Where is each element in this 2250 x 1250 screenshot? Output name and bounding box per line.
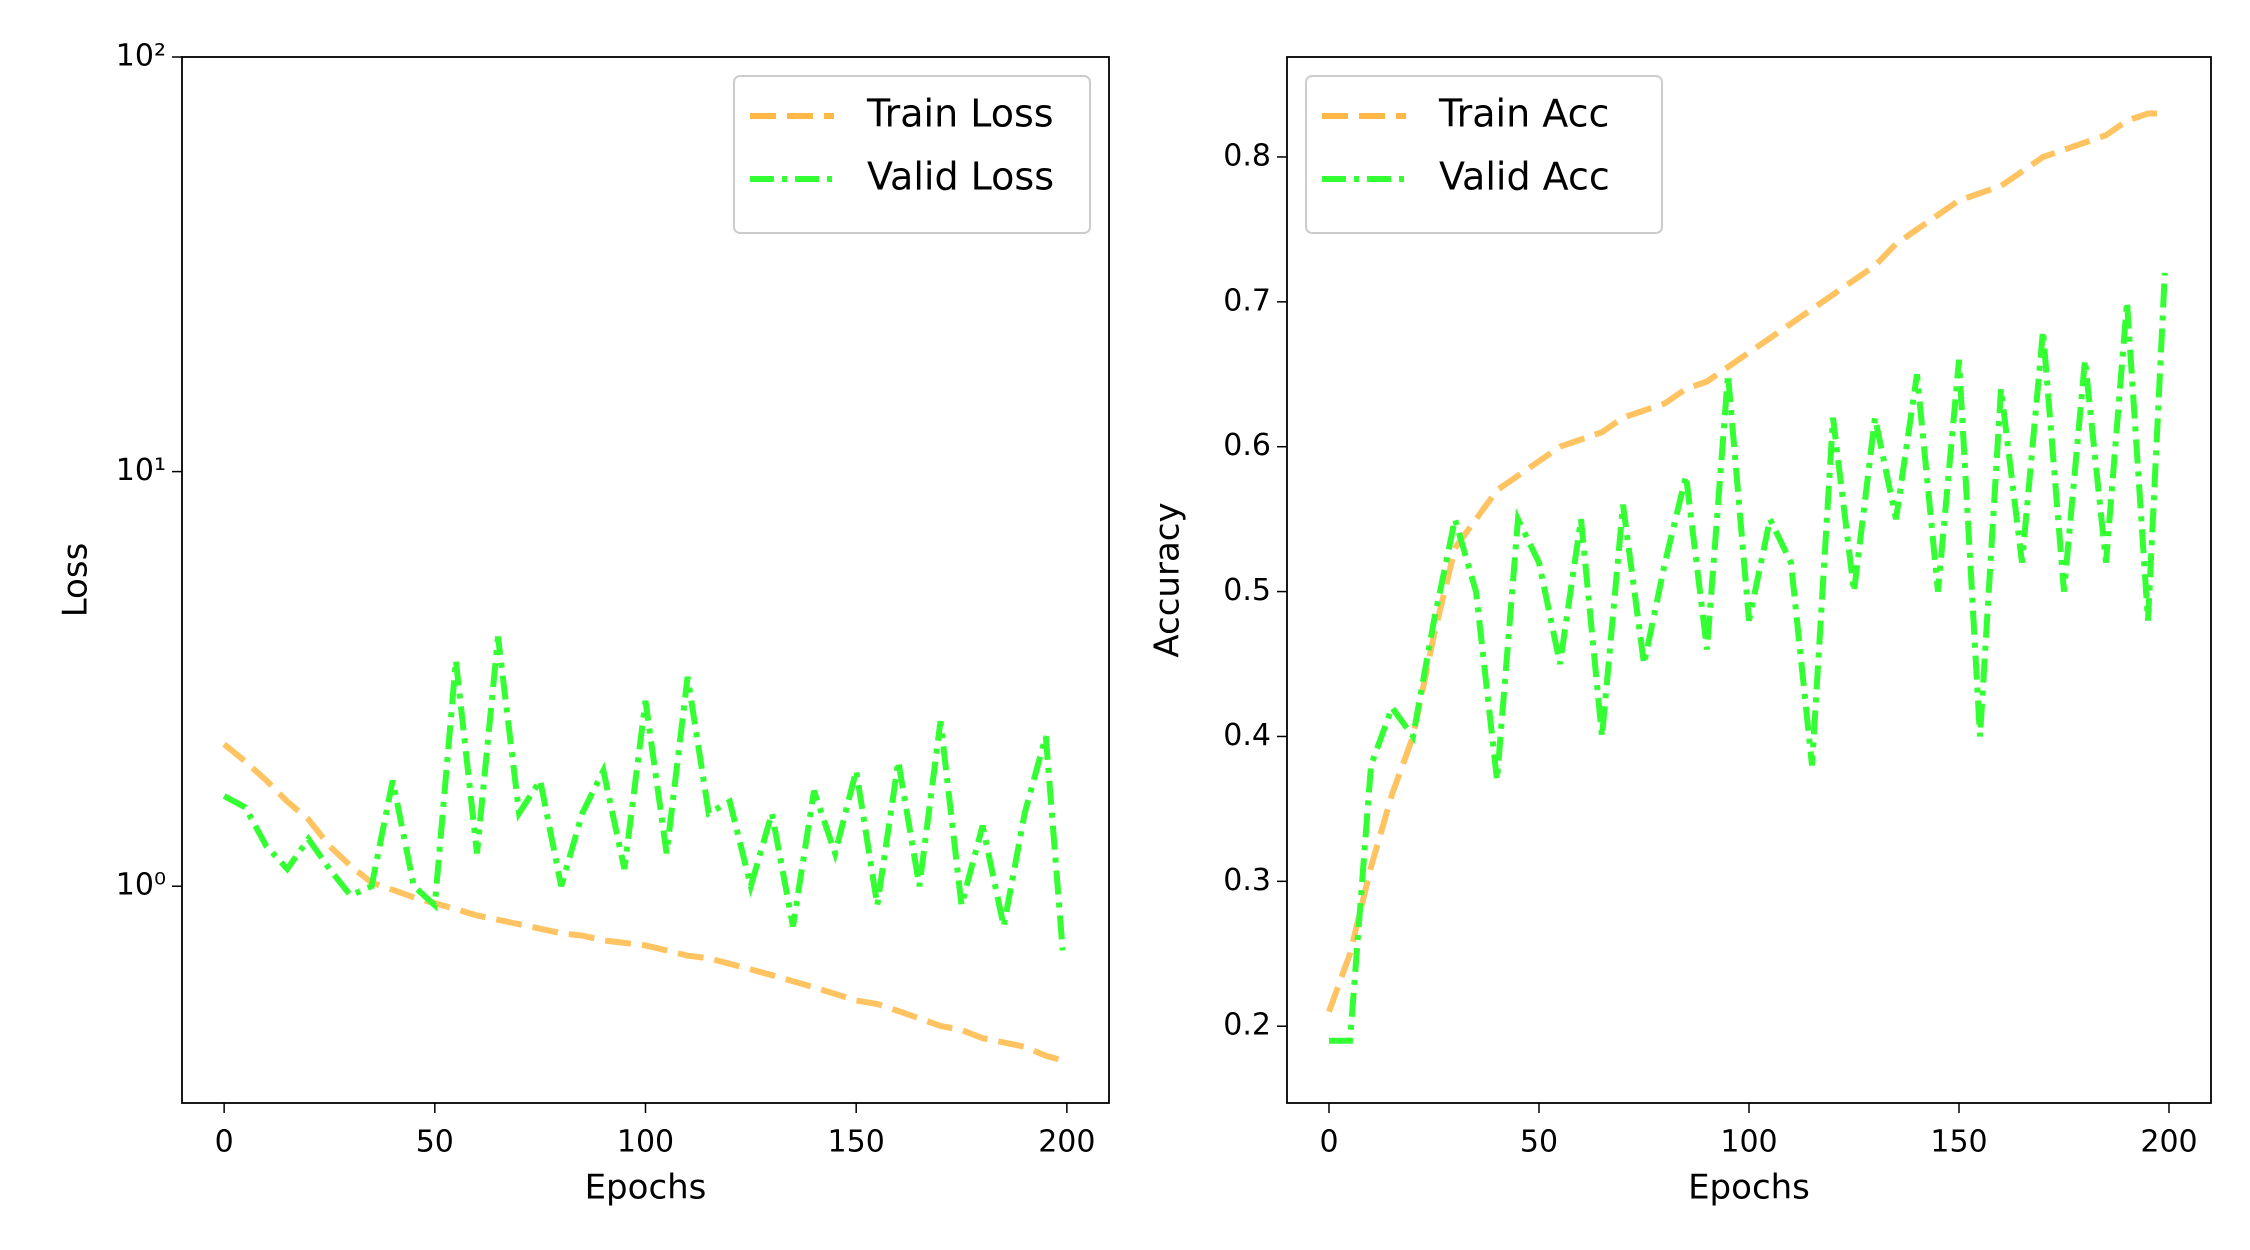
x-tick-label: 150 (1930, 1125, 1987, 1160)
legend-box (1305, 75, 1663, 234)
y-tick-label: 0.4 (1223, 718, 1271, 753)
x-tick-label: 150 (828, 1125, 885, 1160)
legend-label: Train Acc (1438, 92, 1609, 136)
y-tick-label: 0.8 (1223, 138, 1271, 173)
y-tick-label: 0.3 (1223, 863, 1271, 898)
plot-frame (1286, 56, 2212, 1104)
legend-box (733, 75, 1091, 234)
x-tick-label: 100 (1720, 1125, 1777, 1160)
y-tick-label: 10² (116, 39, 166, 74)
y-axis-label: Loss (56, 543, 96, 618)
legend-label: Valid Loss (867, 155, 1054, 199)
y-tick-label: 0.2 (1223, 1008, 1271, 1043)
y-tick-label: 10¹ (116, 453, 166, 488)
y-tick-label: 0.5 (1223, 573, 1271, 608)
series-line (222, 741, 1064, 1064)
legend-label: Valid Acc (1439, 155, 1610, 199)
x-tick-label: 200 (1038, 1125, 1095, 1160)
x-tick-label: 50 (1520, 1125, 1558, 1160)
x-tick-label: 200 (2140, 1125, 2197, 1160)
y-tick-label: 0.7 (1223, 283, 1271, 318)
x-axis-label: Epochs (1688, 1168, 1810, 1208)
x-tick-label: 0 (1319, 1125, 1338, 1160)
y-axis-label: Accuracy (1148, 502, 1188, 657)
x-tick-label: 0 (215, 1125, 234, 1160)
plot-frame (181, 56, 1110, 1104)
x-axis-label: Epochs (585, 1168, 707, 1208)
y-tick-label: 10⁰ (116, 868, 166, 903)
series-line (222, 636, 1066, 951)
y-tick-label: 0.6 (1223, 428, 1271, 463)
x-tick-label: 100 (617, 1125, 674, 1160)
series-line (1326, 110, 2165, 1013)
legend-label: Train Loss (866, 92, 1054, 136)
series-line (1329, 272, 2168, 1044)
x-tick-label: 50 (416, 1125, 454, 1160)
